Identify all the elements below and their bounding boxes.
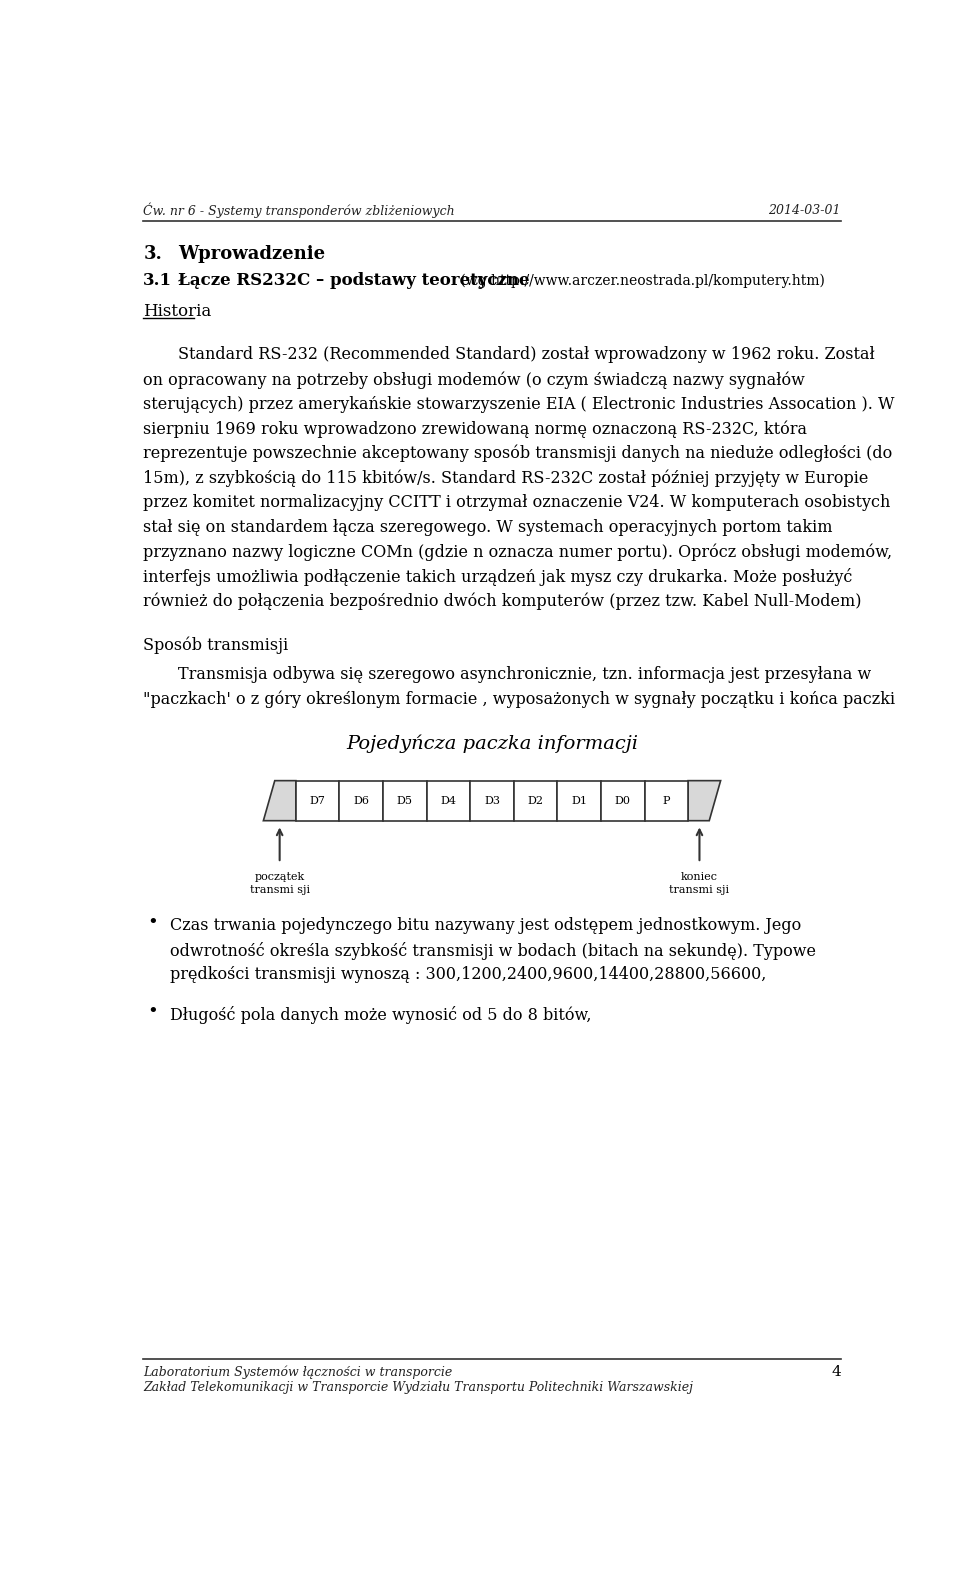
Bar	[514, 781, 558, 820]
Text: D3: D3	[484, 795, 500, 806]
Text: D5: D5	[396, 795, 413, 806]
Text: D7: D7	[310, 795, 325, 806]
Text: koniec: koniec	[681, 872, 718, 883]
Bar	[644, 781, 688, 820]
Text: sierpniu 1969 roku wprowadzono zrewidowaną normę oznaczoną RS-232C, która: sierpniu 1969 roku wprowadzono zrewidowa…	[143, 421, 807, 438]
Bar	[340, 781, 383, 820]
Text: Zakład Telekomunikacji w Transporcie Wydziału Transportu Politechniki Warszawski: Zakład Telekomunikacji w Transporcie Wyd…	[143, 1381, 693, 1393]
Text: Ćw. nr 6 - Systemy transponderów zbliżeniowych: Ćw. nr 6 - Systemy transponderów zbliżen…	[143, 203, 455, 218]
Text: interfejs umożliwia podłączenie takich urządzeń jak mysz czy drukarka. Może posł: interfejs umożliwia podłączenie takich u…	[143, 569, 852, 586]
Text: Historia: Historia	[143, 303, 211, 320]
Text: przez komitet normalizacyjny CCITT i otrzymał oznaczenie V24. W komputerach osob: przez komitet normalizacyjny CCITT i otr…	[143, 495, 891, 511]
Text: transmi sji: transmi sji	[250, 884, 310, 894]
Text: D4: D4	[441, 795, 456, 806]
Text: Sposób transmisji: Sposób transmisji	[143, 636, 289, 654]
Bar	[296, 781, 340, 820]
Text: 3.: 3.	[143, 245, 162, 262]
Text: Łącze RS232C – podstawy teoretyczne: Łącze RS232C – podstawy teoretyczne	[179, 272, 530, 289]
Bar	[383, 781, 426, 820]
Polygon shape	[688, 781, 721, 820]
Text: również do połączenia bezpośrednio dwóch komputerów (przez tzw. Kabel Null-Modem: również do połączenia bezpośrednio dwóch…	[143, 592, 862, 610]
Text: Transmisja odbywa się szeregowo asynchronicznie, tzn. informacja jest przesyłana: Transmisja odbywa się szeregowo asynchro…	[179, 666, 872, 683]
Text: Laboratorium Systemów łączności w transporcie: Laboratorium Systemów łączności w transp…	[143, 1365, 452, 1379]
Text: D2: D2	[528, 795, 543, 806]
Bar	[470, 781, 514, 820]
Text: odwrotność określa szybkość transmisji w bodach (bitach na sekundę). Typowe: odwrotność określa szybkość transmisji w…	[170, 941, 816, 960]
Text: stał się on standardem łącza szeregowego. W systemach operacyjnych portom takim: stał się on standardem łącza szeregowego…	[143, 518, 832, 536]
Bar	[601, 781, 644, 820]
Text: Wprowadzenie: Wprowadzenie	[179, 245, 325, 262]
Text: •: •	[147, 914, 157, 932]
Text: Standard RS-232 (Recommended Standard) został wprowadzony w 1962 roku. Został: Standard RS-232 (Recommended Standard) z…	[179, 346, 875, 363]
Text: •: •	[147, 1004, 157, 1021]
Text: 3.1: 3.1	[143, 272, 172, 289]
Text: sterujących) przez amerykańskie stowarzyszenie EIA ( Electronic Industries Assoc: sterujących) przez amerykańskie stowarzy…	[143, 396, 895, 413]
Text: Czas trwania pojedynczego bitu nazywany jest odstępem jednostkowym. Jego: Czas trwania pojedynczego bitu nazywany …	[170, 917, 802, 933]
Text: Długość pola danych może wynosić od 5 do 8 bitów,: Długość pola danych może wynosić od 5 do…	[170, 1007, 592, 1024]
Polygon shape	[263, 781, 296, 820]
Bar	[558, 781, 601, 820]
Text: (wg http://www.arczer.neostrada.pl/komputery.htm): (wg http://www.arczer.neostrada.pl/kompu…	[456, 273, 825, 287]
Text: "paczkach' o z góry określonym formacie , wyposażonych w sygnały początku i końc: "paczkach' o z góry określonym formacie …	[143, 691, 896, 709]
Text: P: P	[662, 795, 670, 806]
Text: D6: D6	[353, 795, 370, 806]
Text: przyznano nazwy logiczne COMn (gdzie n oznacza numer portu). Oprócz obsługi mode: przyznano nazwy logiczne COMn (gdzie n o…	[143, 544, 893, 561]
Text: reprezentuje powszechnie akceptowany sposób transmisji danych na nieduże odległo: reprezentuje powszechnie akceptowany spo…	[143, 445, 893, 462]
Text: D0: D0	[614, 795, 631, 806]
Text: D1: D1	[571, 795, 588, 806]
Text: Pojedyńcza paczka informacji: Pojedyńcza paczka informacji	[346, 735, 638, 753]
Text: 15m), z szybkością do 115 kbitów/s. Standard RS-232C został później przyjęty w E: 15m), z szybkością do 115 kbitów/s. Stan…	[143, 470, 869, 487]
Text: 4: 4	[831, 1365, 841, 1379]
Text: transmi sji: transmi sji	[669, 884, 730, 894]
Text: początek: początek	[254, 872, 304, 883]
Text: 2014-03-01: 2014-03-01	[768, 204, 841, 217]
Bar	[426, 781, 470, 820]
Text: prędkości transmisji wynoszą : 300,1200,2400,9600,14400,28800,56600,: prędkości transmisji wynoszą : 300,1200,…	[170, 966, 767, 983]
Text: on opracowany na potrzeby obsługi modemów (o czym świadczą nazwy sygnałów: on opracowany na potrzeby obsługi modemó…	[143, 371, 805, 388]
